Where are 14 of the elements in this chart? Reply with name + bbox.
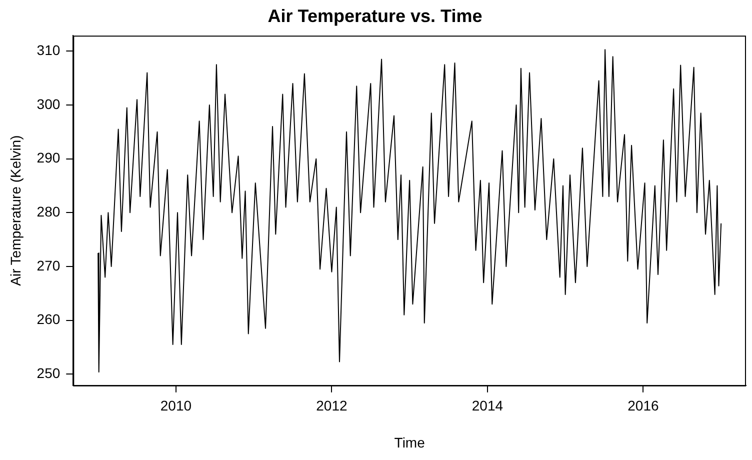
chart-title: Air Temperature vs. Time bbox=[268, 6, 482, 26]
x-tick-label: 2016 bbox=[628, 398, 659, 414]
x-tick-label: 2010 bbox=[160, 398, 192, 414]
y-tick-label: 270 bbox=[36, 257, 60, 274]
y-tick-label: 280 bbox=[36, 204, 60, 220]
x-tick-label: 2012 bbox=[316, 398, 348, 414]
y-axis-title: Air Temperature (Kelvin) bbox=[7, 135, 24, 286]
x-tick-label: 2014 bbox=[472, 398, 504, 414]
y-tick-label: 290 bbox=[36, 150, 60, 166]
y-tick-label: 300 bbox=[36, 96, 60, 112]
y-tick-label: 260 bbox=[36, 311, 60, 328]
y-tick-label: 250 bbox=[36, 364, 60, 381]
x-axis-title: Time bbox=[394, 434, 426, 450]
y-tick-label: 310 bbox=[36, 42, 60, 58]
